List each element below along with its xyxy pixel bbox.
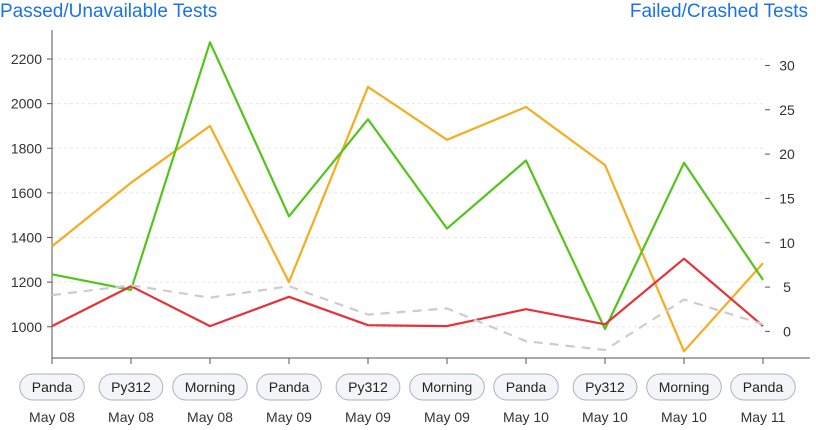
x-category-pill[interactable]: Py312 bbox=[98, 373, 164, 401]
x-category-tag: Panda bbox=[269, 379, 310, 395]
pill-background bbox=[256, 373, 322, 401]
x-category-tag: Morning bbox=[422, 379, 473, 395]
x-category-tag: Py312 bbox=[111, 379, 151, 395]
right-tick-label: 5 bbox=[783, 279, 791, 295]
x-category-pill[interactable]: Panda bbox=[730, 373, 796, 401]
pill-background bbox=[730, 373, 796, 401]
right-tick-label: 30 bbox=[779, 57, 795, 73]
x-category-date: May 10 bbox=[503, 409, 549, 425]
x-category-date: May 08 bbox=[108, 409, 154, 425]
pill-background bbox=[335, 373, 401, 401]
right-tick-label: 0 bbox=[783, 323, 791, 339]
left-tick-label: 1200 bbox=[11, 274, 42, 290]
gridlines bbox=[52, 58, 765, 328]
axes bbox=[47, 30, 810, 364]
right-axis-title: Failed/Crashed Tests bbox=[629, 1, 808, 22]
axis-labels: 1000 1200 1400 1600 1800 2000 2200 0 5 10 15 20 25 30… bbox=[11, 51, 796, 425]
series-line-3 bbox=[51, 284, 764, 352]
left-tick-label: 1800 bbox=[11, 140, 42, 156]
x-category-tag: Panda bbox=[743, 379, 784, 395]
x-category-pill[interactable]: Panda bbox=[493, 373, 559, 401]
x-category-pill[interactable]: Panda bbox=[256, 373, 322, 401]
x-category-pill[interactable]: Morning bbox=[409, 373, 485, 401]
series-line-1 bbox=[51, 41, 764, 331]
pill-background bbox=[98, 373, 164, 401]
x-category-date: May 08 bbox=[29, 409, 75, 425]
left-tick-label: 1600 bbox=[11, 185, 42, 201]
left-tick-label: 2200 bbox=[11, 51, 42, 67]
left-tick-label: 1400 bbox=[11, 230, 42, 246]
pill-background bbox=[572, 373, 638, 401]
x-category-date: May 10 bbox=[661, 409, 707, 425]
x-category-date: May 09 bbox=[266, 409, 312, 425]
x-category-tag: Panda bbox=[32, 379, 73, 395]
pill-background bbox=[409, 373, 485, 401]
series-line-0 bbox=[51, 85, 764, 353]
x-category-date: May 11 bbox=[741, 409, 786, 425]
x-category-tag: Panda bbox=[506, 379, 547, 395]
right-tick-label: 20 bbox=[779, 146, 795, 162]
x-category-date: May 09 bbox=[424, 409, 470, 425]
left-tick-label: 1000 bbox=[11, 319, 42, 335]
x-category-tag: Py312 bbox=[348, 379, 388, 395]
x-category-tag: Py312 bbox=[585, 379, 625, 395]
x-category-date: May 10 bbox=[582, 409, 628, 425]
right-tick-label: 15 bbox=[779, 190, 795, 206]
series-lines bbox=[51, 41, 764, 353]
x-category-pill[interactable]: Morning bbox=[172, 373, 248, 401]
right-tick-label: 10 bbox=[779, 235, 795, 251]
x-category-pill[interactable]: Panda bbox=[19, 373, 85, 401]
x-category-pill[interactable]: Py312 bbox=[572, 373, 638, 401]
x-category-pill[interactable]: Morning bbox=[646, 373, 722, 401]
x-category-date: May 09 bbox=[345, 409, 391, 425]
pill-background bbox=[646, 373, 722, 401]
left-axis-title: Passed/Unavailable Tests bbox=[0, 1, 218, 22]
x-category-tag: Morning bbox=[185, 379, 236, 395]
pill-background bbox=[172, 373, 248, 401]
x-category-tag: Morning bbox=[659, 379, 710, 395]
pill-background bbox=[19, 373, 85, 401]
right-tick-label: 25 bbox=[779, 102, 795, 118]
pill-background bbox=[493, 373, 559, 401]
x-category-pill[interactable]: Py312 bbox=[335, 373, 401, 401]
x-category-date: May 08 bbox=[187, 409, 233, 425]
left-tick-label: 2000 bbox=[11, 96, 42, 112]
series-line-2 bbox=[51, 257, 764, 328]
